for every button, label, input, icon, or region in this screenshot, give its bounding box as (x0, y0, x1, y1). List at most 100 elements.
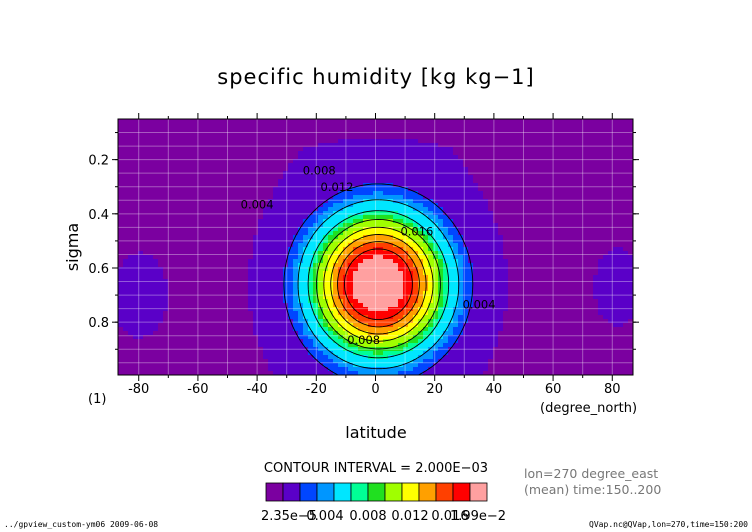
contour-fill-cell (513, 199, 519, 204)
contour-fill-cell (163, 127, 169, 132)
contour-fill-cell (258, 231, 264, 236)
contour-fill-cell (478, 127, 484, 132)
contour-fill-cell (453, 247, 459, 252)
contour-fill-cell (623, 143, 629, 148)
contour-fill-cell (293, 311, 299, 316)
contour-fill-cell (308, 127, 314, 132)
contour-fill-cell (523, 215, 529, 220)
contour-fill-cell (448, 123, 454, 128)
contour-fill-cell (578, 131, 584, 136)
contour-fill-cell (463, 275, 469, 280)
contour-fill-cell (128, 131, 134, 136)
contour-fill-cell (513, 139, 519, 144)
contour-fill-cell (423, 179, 429, 184)
contour-fill-cell (333, 143, 339, 148)
contour-fill-cell (123, 119, 129, 124)
contour-fill-cell (133, 219, 139, 224)
contour-fill-cell (253, 223, 259, 228)
contour-fill-cell (268, 159, 274, 164)
contour-fill-cell (248, 127, 254, 132)
contour-fill-cell (338, 291, 344, 296)
contour-fill-cell (323, 307, 329, 312)
contour-fill-cell (543, 147, 549, 152)
contour-fill-cell (158, 219, 164, 224)
contour-fill-cell (308, 147, 314, 152)
contour-fill-cell (308, 175, 314, 180)
contour-fill-cell (513, 151, 519, 156)
contour-fill-cell (243, 287, 249, 292)
contour-fill-cell (373, 163, 379, 168)
contour-fill-cell (573, 231, 579, 236)
contour-fill-cell (328, 139, 334, 144)
contour-fill-cell (543, 259, 549, 264)
contour-fill-cell (458, 183, 464, 188)
contour-fill-cell (163, 211, 169, 216)
contour-fill-cell (393, 171, 399, 176)
contour-fill-cell (538, 119, 544, 124)
contour-fill-cell (583, 167, 589, 172)
contour-fill-cell (228, 259, 234, 264)
contour-fill-cell (418, 179, 424, 184)
contour-fill-cell (493, 227, 499, 232)
contour-fill-cell (398, 303, 404, 308)
contour-fill-cell (583, 207, 589, 212)
contour-fill-cell (498, 259, 504, 264)
contour-fill-cell (593, 159, 599, 164)
contour-fill-cell (263, 203, 269, 208)
contour-fill-cell (323, 123, 329, 128)
contour-fill-cell (363, 267, 369, 272)
contour-fill-cell (618, 219, 624, 224)
contour-fill-cell (603, 251, 609, 256)
contour-fill-cell (593, 211, 599, 216)
contour-fill-cell (508, 159, 514, 164)
contour-fill-cell (168, 263, 174, 268)
contour-fill-cell (358, 275, 364, 280)
contour-fill-cell (488, 307, 494, 312)
contour-fill-cell (158, 307, 164, 312)
contour-fill-cell (153, 119, 159, 124)
contour-fill-cell (573, 119, 579, 124)
contour-fill-cell (273, 251, 279, 256)
contour-fill-cell (393, 151, 399, 156)
contour-fill-cell (453, 235, 459, 240)
contour-fill-cell (158, 135, 164, 140)
contour-fill-cell (283, 183, 289, 188)
contour-fill-cell (588, 179, 594, 184)
contour-fill-cell (178, 159, 184, 164)
contour-fill-cell (578, 135, 584, 140)
contour-fill-cell (588, 287, 594, 292)
contour-fill-cell (543, 171, 549, 176)
contour-fill-cell (433, 171, 439, 176)
contour-fill-cell (533, 275, 539, 280)
contour-fill-cell (168, 267, 174, 272)
contour-fill-cell (343, 231, 349, 236)
contour-fill-cell (478, 147, 484, 152)
contour-fill-cell (178, 199, 184, 204)
contour-fill-cell (158, 171, 164, 176)
contour-fill-cell (603, 183, 609, 188)
contour-fill-cell (138, 211, 144, 216)
contour-fill-cell (198, 143, 204, 148)
contour-fill-cell (123, 279, 129, 284)
contour-fill-cell (578, 291, 584, 296)
contour-fill-cell (243, 163, 249, 168)
contour-fill-cell (143, 303, 149, 308)
contour-fill-cell (458, 231, 464, 236)
contour-fill-cell (623, 247, 629, 252)
contour-fill-cell (388, 255, 394, 260)
contour-fill-cell (413, 227, 419, 232)
contour-fill-cell (533, 151, 539, 156)
contour-fill-cell (458, 171, 464, 176)
contour-fill-cell (183, 299, 189, 304)
contour-fill-cell (538, 191, 544, 196)
contour-fill-cell (433, 123, 439, 128)
contour-fill-cell (293, 303, 299, 308)
contour-fill-cell (468, 127, 474, 132)
contour-fill-cell (208, 223, 214, 228)
contour-fill-cell (323, 311, 329, 316)
contour-fill-cell (613, 307, 619, 312)
contour-fill-cell (463, 195, 469, 200)
contour-fill-cell (238, 171, 244, 176)
contour-fill-cell (508, 275, 514, 280)
contour-fill-cell (298, 127, 304, 132)
